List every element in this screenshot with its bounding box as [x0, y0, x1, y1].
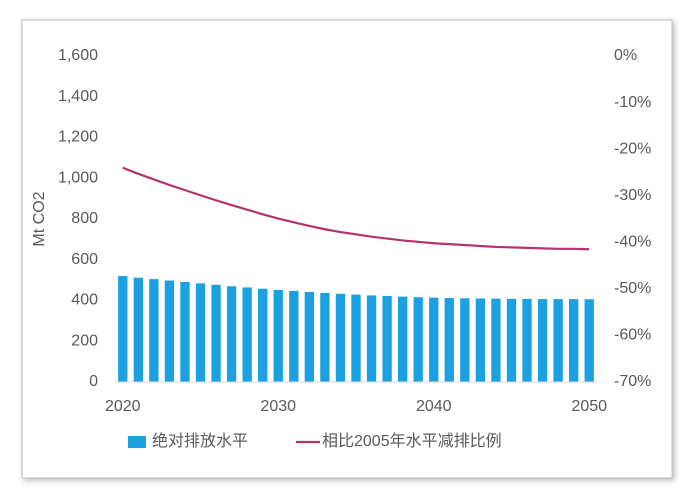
y-tick-label: 600 [71, 251, 98, 268]
x-tick-label: 2030 [260, 398, 296, 415]
legend-label: 相比2005年水平减排比例 [322, 432, 502, 450]
bar [584, 299, 594, 382]
y-tick-label: 1,600 [58, 47, 98, 64]
bar [506, 298, 517, 382]
bar [553, 299, 563, 382]
bar [335, 293, 346, 382]
y-tick-label: 1,000 [58, 169, 98, 186]
x-tick-label: 2050 [571, 398, 607, 415]
y-tick-label: 400 [71, 292, 98, 309]
line-series [122, 166, 590, 251]
bar [304, 291, 315, 382]
y2-tick-label: -30% [614, 187, 651, 204]
x-tick-label: 2020 [105, 398, 141, 415]
bar [273, 289, 283, 382]
x-tick-label: 2040 [416, 398, 452, 415]
bar [133, 277, 143, 382]
bar [211, 284, 221, 382]
y-tick-label: 1,200 [58, 129, 98, 146]
y2-tick-label: -60% [614, 327, 651, 344]
bar [397, 296, 408, 382]
y-tick-label: 800 [71, 210, 98, 227]
bar [413, 297, 423, 382]
bar [537, 299, 548, 382]
y-tick-label: 1,400 [58, 88, 98, 105]
bar [366, 295, 377, 382]
y2-tick-label: -40% [614, 234, 651, 251]
y2-tick-label: -10% [614, 94, 651, 111]
legend-swatch [128, 436, 146, 448]
bar [522, 298, 532, 382]
y-tick-label: 0 [89, 373, 98, 390]
bar [242, 287, 252, 382]
bar [195, 283, 206, 382]
bar [460, 298, 470, 382]
bar [382, 296, 392, 382]
y-tick-label: 200 [71, 332, 98, 349]
bar [491, 298, 501, 382]
bar [258, 288, 268, 382]
bar [320, 292, 330, 382]
bar [351, 294, 361, 382]
y2-tick-label: 0% [614, 47, 637, 64]
bar [429, 297, 439, 382]
y2-tick-label: -70% [614, 373, 651, 390]
y2-tick-label: -20% [614, 140, 651, 157]
bar [149, 279, 159, 382]
bar [180, 281, 190, 382]
y-axis-label: Mt CO2 [31, 191, 48, 246]
y2-tick-label: -50% [614, 280, 651, 297]
bar [164, 280, 175, 382]
bar [569, 299, 579, 382]
bar [444, 298, 454, 382]
bar [475, 298, 486, 382]
bar [118, 276, 128, 382]
legend-label: 绝对排放水平 [152, 432, 248, 450]
bar [226, 286, 237, 382]
bar [289, 290, 299, 382]
